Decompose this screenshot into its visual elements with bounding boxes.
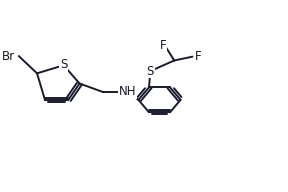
Text: Br: Br — [1, 50, 15, 63]
Text: F: F — [160, 39, 166, 52]
Text: F: F — [195, 50, 202, 63]
Text: NH: NH — [118, 85, 136, 98]
Text: S: S — [147, 65, 154, 78]
Text: S: S — [60, 58, 67, 71]
